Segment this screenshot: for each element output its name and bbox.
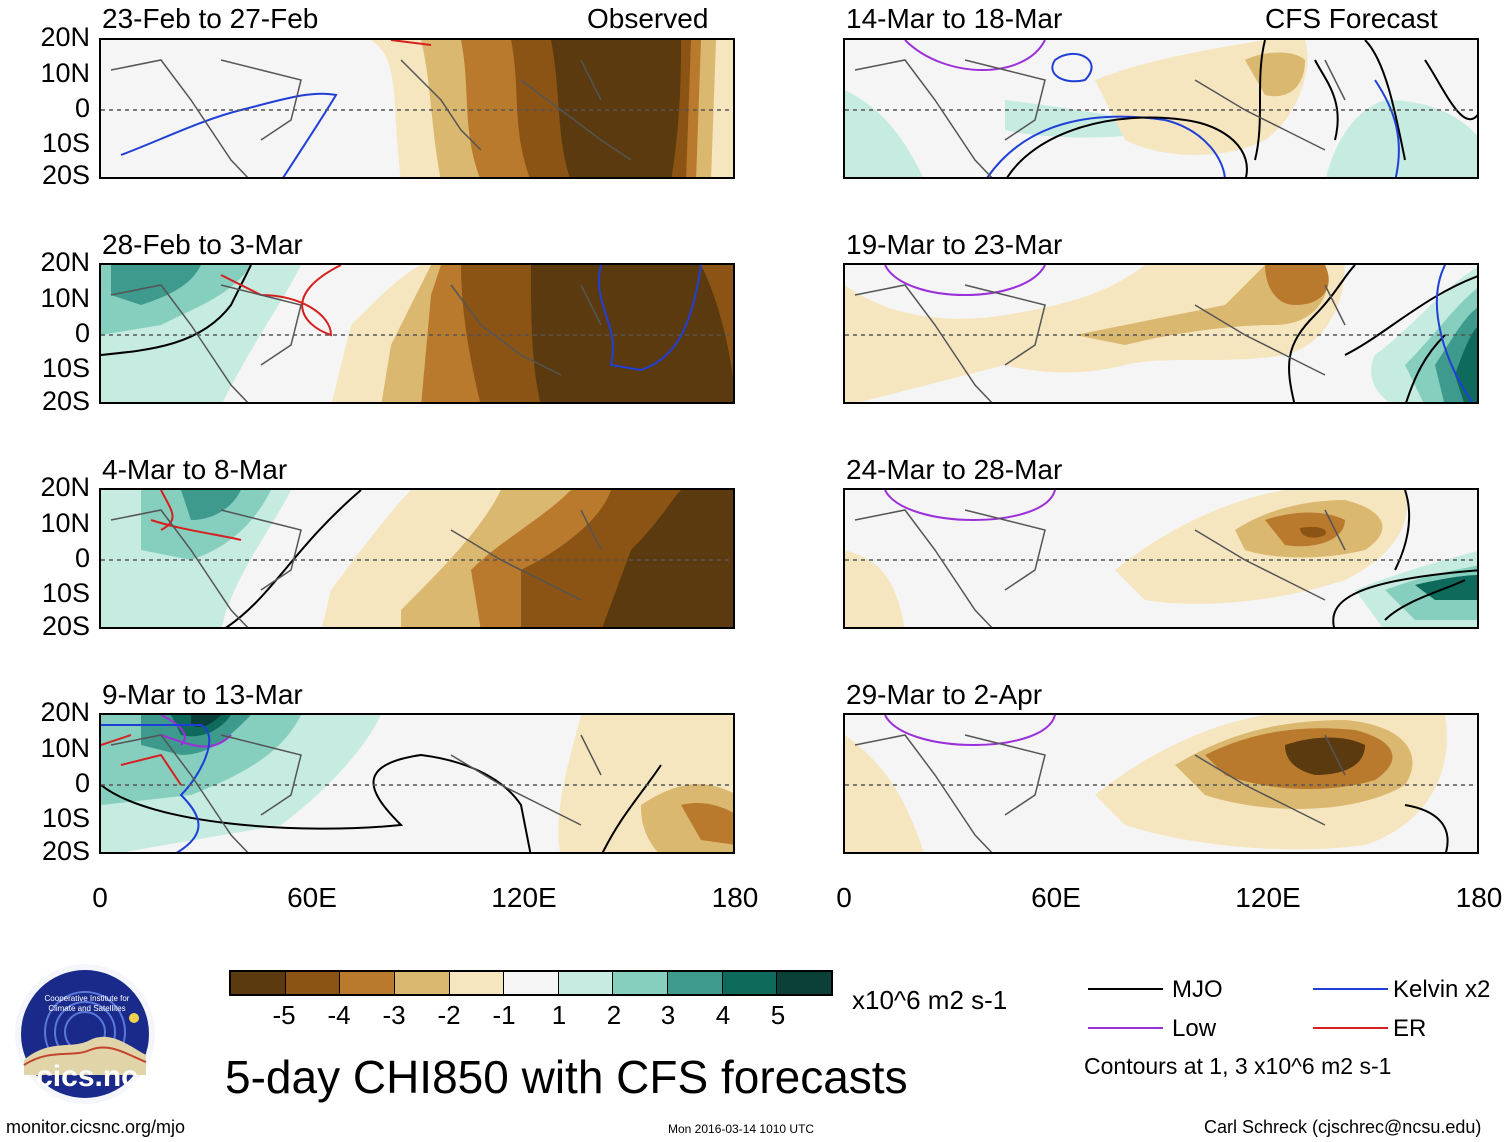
legend-line-mjo	[1088, 988, 1163, 990]
lat-label: 20N	[40, 472, 90, 502]
panel-title-1: 23-Feb to 27-Feb	[102, 3, 319, 34]
lon-label: 180	[1455, 882, 1503, 913]
lat-label: 10S	[41, 803, 90, 833]
lat-label: 20S	[41, 160, 90, 190]
lon-label: 60E	[1031, 882, 1081, 913]
lat-label: 10N	[40, 508, 90, 538]
lat-label: 10S	[41, 353, 90, 383]
colorbar-label: 4	[715, 1000, 731, 1030]
lat-label: 10S	[41, 128, 90, 158]
contour-note: Contours at 1, 3 x10^6 m2 s-1	[1084, 1053, 1392, 1079]
map-panel-8	[843, 713, 1479, 854]
colorbar-label: -1	[492, 1000, 516, 1030]
panel-title-7: 24-Mar to 28-Mar	[846, 454, 1063, 485]
lat-label: 10N	[40, 58, 90, 88]
colorbar-label: -4	[327, 1000, 351, 1030]
colorbar-swatch	[394, 972, 450, 994]
legend-label-er: ER	[1393, 1015, 1427, 1042]
colorbar-swatch	[449, 972, 505, 994]
observed-label: Observed	[587, 3, 709, 34]
legend-label-mjo: MJO	[1172, 976, 1223, 1003]
lon-label: 0	[836, 882, 852, 913]
lon-label: 120E	[491, 882, 557, 913]
lon-label: 180	[711, 882, 759, 913]
cics-logo: cics.nc Cooperative Institute for Climat…	[10, 960, 160, 1108]
colorbar-swatch	[558, 972, 614, 994]
footer-author: Carl Schreck (cjschrec@ncsu.edu)	[1204, 1117, 1482, 1137]
colorbar-label: 2	[606, 1000, 622, 1030]
lat-label: 0	[74, 318, 90, 348]
footer-timestamp: Mon 2016-03-14 1010 UTC	[668, 1122, 815, 1136]
logo-text: cics.nc	[36, 1060, 138, 1093]
colorbar-swatch	[613, 972, 669, 994]
lat-label: 0	[74, 93, 90, 123]
colorbar-swatch	[231, 972, 286, 994]
lat-label: 20N	[40, 22, 90, 52]
colorbar-label: -5	[272, 1000, 296, 1030]
lat-label: 20S	[41, 611, 90, 641]
map-panel-1	[99, 38, 735, 179]
lat-label: 0	[74, 768, 90, 798]
colorbar-swatch	[668, 972, 723, 994]
colorbar-label: 5	[770, 1000, 786, 1030]
colorbar-swatch	[722, 972, 778, 994]
colorbar-label: 3	[660, 1000, 676, 1030]
map-panel-7	[843, 488, 1479, 629]
map-panel-6	[843, 263, 1479, 404]
lat-label: 10N	[40, 733, 90, 763]
panel-title-2: 28-Feb to 3-Mar	[102, 229, 303, 260]
lat-label: 20N	[40, 697, 90, 727]
panel-title-4: 9-Mar to 13-Mar	[102, 679, 303, 710]
colorbar-label: 1	[551, 1000, 567, 1030]
lat-label: 20S	[41, 836, 90, 866]
panel-title-8: 29-Mar to 2-Apr	[846, 679, 1043, 710]
colorbar-label: -3	[382, 1000, 406, 1030]
colorbar-label: -2	[437, 1000, 461, 1030]
legend-label-low: Low	[1172, 1015, 1217, 1042]
legend-line-low	[1088, 1027, 1163, 1029]
legend-line-kelvin	[1313, 988, 1388, 990]
main-title: 5-day CHI850 with CFS forecasts	[225, 1051, 908, 1103]
lat-label: 10S	[41, 578, 90, 608]
lon-label: 120E	[1235, 882, 1301, 913]
legend-label-kelvin: Kelvin x2	[1393, 976, 1491, 1003]
lon-label: 0	[92, 882, 108, 913]
colorbar-swatch	[777, 972, 832, 994]
lat-label: 20N	[40, 247, 90, 277]
panel-title-6: 19-Mar to 23-Mar	[846, 229, 1063, 260]
lat-label: 20S	[41, 386, 90, 416]
map-panel-3	[99, 488, 735, 629]
footer-url[interactable]: monitor.cicsnc.org/mjo	[6, 1117, 186, 1137]
panel-title-5: 14-Mar to 18-Mar	[846, 3, 1063, 34]
panel-title-3: 4-Mar to 8-Mar	[102, 454, 288, 485]
lat-label: 0	[74, 543, 90, 573]
colorbar-swatch	[285, 972, 341, 994]
logo-arc-text: Cooperative Institute for Climate and Sa…	[44, 994, 130, 1013]
colorbar-swatch	[504, 972, 559, 994]
lat-label: 10N	[40, 283, 90, 313]
cfs-forecast-label: CFS Forecast	[1265, 3, 1438, 34]
lon-label: 60E	[287, 882, 337, 913]
map-panel-4	[99, 713, 735, 854]
map-panel-5	[843, 38, 1479, 179]
legend-line-er	[1313, 1027, 1388, 1029]
map-panel-2	[99, 263, 735, 404]
colorbar	[229, 970, 833, 996]
colorbar-swatch	[340, 972, 395, 994]
colorbar-units: x10^6 m2 s-1	[852, 985, 1008, 1015]
